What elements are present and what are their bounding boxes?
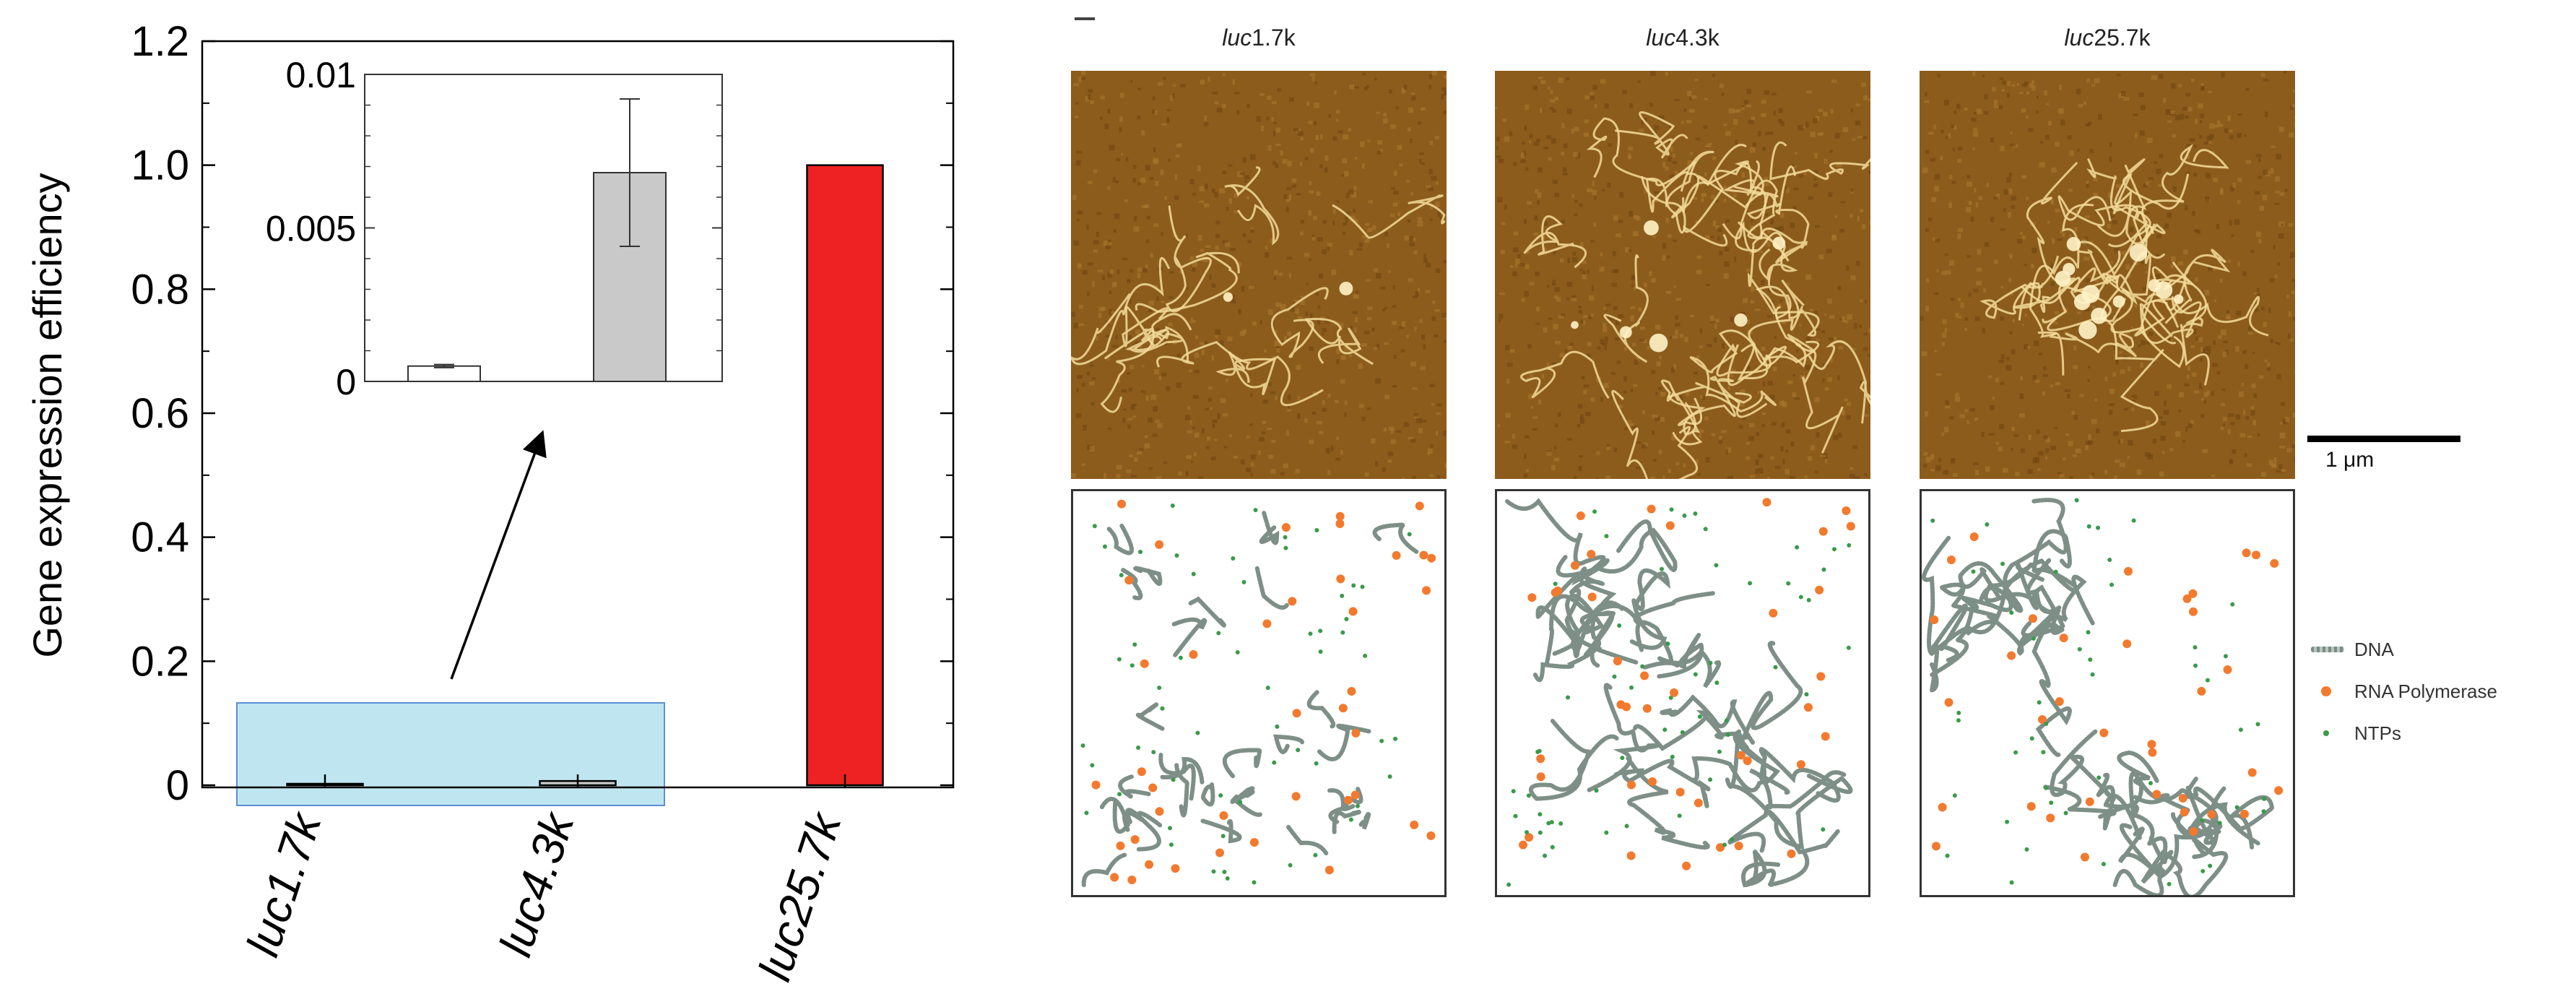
afm-image-3: [1920, 71, 2295, 479]
gene-expression-chart: 0 0.2 0.4 0.6 0.8 1.0 1.2 luc1.7k luc4.3k luc25.…: [25, 18, 955, 987]
y-tick-label: 1.0: [131, 142, 189, 189]
inset-y-tick-label: 0: [336, 362, 356, 402]
legend-item-dna: DNA: [2311, 628, 2497, 670]
schematic-panel-1: [1071, 489, 1447, 897]
label-italic: luc: [2064, 25, 2094, 51]
dna-strand-icon: [2311, 647, 2344, 652]
inset-arrow: [450, 430, 547, 680]
label-italic: luc: [1222, 25, 1252, 51]
schematic-panel-3: [1920, 489, 2295, 899]
inset-y-tick-label: 0.01: [286, 55, 356, 95]
schematic-drawing: [1505, 498, 1855, 889]
y-tick-label: 1.2: [131, 18, 189, 65]
legend-label: NTPs: [2354, 722, 2401, 744]
x-tick-label: luc4.3k: [489, 805, 584, 962]
panel-label-3: luc25.7k: [1920, 25, 2295, 51]
x-tick-label: luc25.7k: [748, 805, 851, 987]
y-tick-label: 0.2: [131, 638, 189, 685]
legend-label: DNA: [2354, 638, 2394, 660]
afm-texture: [1071, 71, 1447, 479]
inset-frame: [364, 74, 723, 382]
y-tick-label: 0.4: [131, 514, 189, 561]
legend-item-polymerase: RNA Polymerase: [2311, 670, 2497, 712]
y-tick-label: 0.8: [131, 266, 189, 313]
scale-bar: [2307, 436, 2460, 442]
afm-image-1: [1071, 71, 1447, 479]
afm-texture: [1495, 71, 1870, 479]
schematic-drawing: [1922, 498, 2284, 899]
afm-image-2: [1495, 71, 1870, 479]
legend-item-ntps: NTPs: [2311, 712, 2497, 754]
inset-bar-luc1.7k: [407, 365, 481, 382]
label-rest: 1.7k: [1252, 25, 1296, 51]
bars: [286, 164, 884, 787]
legend: DNA RNA Polymerase NTPs: [2311, 628, 2497, 754]
panel-label-1: luc1.7k: [1071, 25, 1447, 51]
inset-y-tick-label: 0.005: [266, 209, 356, 249]
schematic-panel-2: [1495, 489, 1870, 897]
x-axis-labels: luc1.7k luc4.3k luc25.7k: [236, 805, 851, 987]
x-tick-label: luc1.7k: [236, 805, 331, 962]
y-tick-label: 0.6: [131, 390, 189, 437]
y-axis-label: Gene expression efficiency: [25, 173, 70, 657]
schematic-drawing: [1080, 499, 1436, 887]
orange-dot-icon: [2321, 686, 2331, 696]
inset-chart: 0 0.005 0.01: [266, 55, 723, 402]
scale-label: 1 μm: [2325, 448, 2375, 472]
y-tick-label: 0: [166, 762, 189, 809]
bar-luc25.7k: [806, 164, 884, 787]
top-mark: [1075, 17, 1095, 20]
label-rest: 25.7k: [2094, 25, 2151, 51]
highlight-box: [236, 702, 665, 806]
afm-texture: [1920, 71, 2295, 479]
label-italic: luc: [1646, 25, 1676, 51]
legend-label: RNA Polymerase: [2354, 680, 2497, 702]
green-dot-icon: [2323, 730, 2329, 736]
y-axis: 0 0.2 0.4 0.6 0.8 1.0 1.2: [131, 18, 953, 809]
panel-label-2: luc4.3k: [1495, 25, 1870, 51]
label-rest: 4.3k: [1675, 25, 1719, 51]
